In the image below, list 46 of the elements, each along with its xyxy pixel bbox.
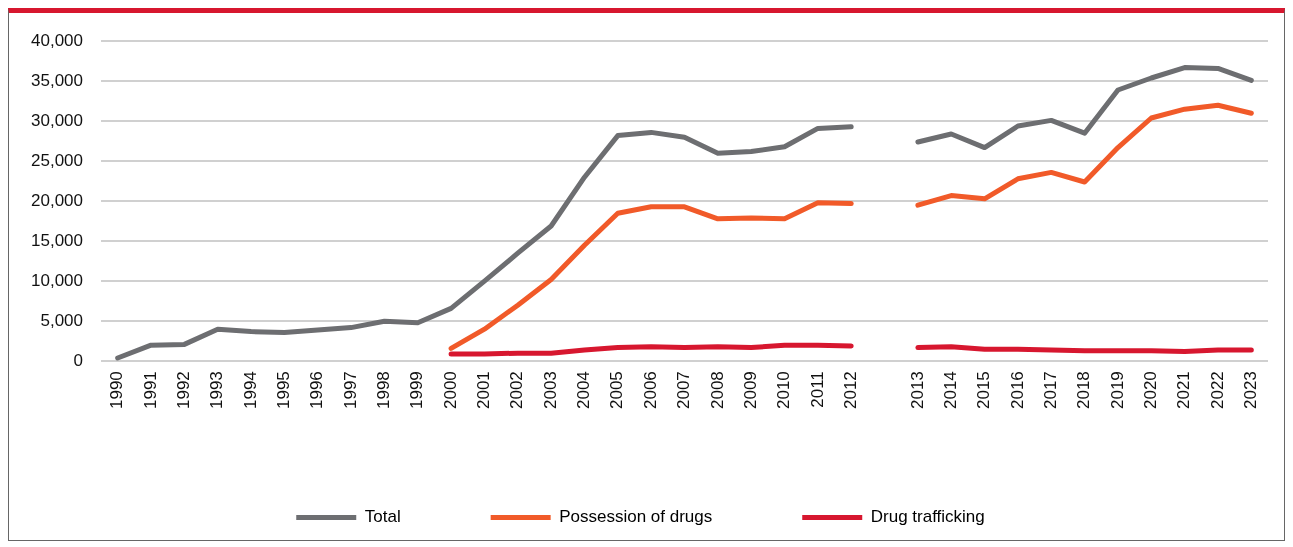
x-tick-label: 2005 bbox=[607, 371, 627, 410]
x-tick-label: 1997 bbox=[340, 371, 360, 410]
x-tick-label: 1998 bbox=[374, 371, 394, 410]
x-tick-label: 2006 bbox=[640, 371, 660, 410]
y-tick-label: 30,000 bbox=[31, 110, 83, 130]
x-tick-label: 2007 bbox=[674, 371, 694, 410]
x-tick-label: 1996 bbox=[307, 371, 327, 410]
y-tick-label: 5,000 bbox=[40, 310, 83, 330]
y-tick-label: 40,000 bbox=[31, 30, 83, 50]
legend-label: Total bbox=[364, 507, 401, 527]
x-tick-label: 2010 bbox=[774, 371, 794, 410]
x-tick-label: 2000 bbox=[440, 371, 460, 410]
x-tick-label: 2016 bbox=[1007, 371, 1027, 410]
x-tick-label: 2018 bbox=[1074, 371, 1094, 410]
x-tick-label: 1994 bbox=[240, 371, 260, 410]
y-tick-label: 20,000 bbox=[31, 190, 83, 210]
x-tick-label: 2015 bbox=[974, 371, 994, 410]
x-tick-label: 2019 bbox=[1107, 371, 1127, 410]
legend-label: Drug trafficking bbox=[870, 507, 985, 527]
x-tick-label: 1993 bbox=[207, 371, 227, 410]
x-tick-label: 2002 bbox=[507, 371, 527, 410]
y-tick-label: 15,000 bbox=[31, 230, 83, 250]
y-tick-label: 0 bbox=[73, 350, 83, 370]
x-tick-label: 2008 bbox=[707, 371, 727, 410]
x-tick-label: 2023 bbox=[1241, 371, 1261, 410]
y-tick-label: 25,000 bbox=[31, 150, 83, 170]
x-tick-label: 2011 bbox=[807, 371, 827, 408]
x-tick-label: 2014 bbox=[940, 371, 960, 410]
x-tick-label: 1995 bbox=[274, 371, 294, 410]
x-tick-label: 2020 bbox=[1140, 371, 1160, 410]
x-tick-label: 2009 bbox=[740, 371, 760, 410]
x-tick-label: 2021 bbox=[1174, 371, 1194, 410]
x-tick-label: 1991 bbox=[140, 371, 160, 410]
y-tick-label: 35,000 bbox=[31, 70, 83, 90]
legend-label: Possession of drugs bbox=[559, 507, 713, 527]
x-tick-label: 1992 bbox=[174, 371, 194, 410]
x-tick-label: 1999 bbox=[407, 371, 427, 410]
x-tick-label: 2017 bbox=[1040, 371, 1060, 410]
x-tick-label: 2001 bbox=[474, 371, 494, 410]
y-tick-label: 10,000 bbox=[31, 270, 83, 290]
x-tick-label: 2022 bbox=[1207, 371, 1227, 410]
x-tick-label: 1990 bbox=[107, 371, 127, 410]
x-tick-label: 2012 bbox=[840, 371, 860, 410]
x-tick-label: 2004 bbox=[574, 371, 594, 410]
x-tick-label: 2003 bbox=[540, 371, 560, 410]
x-tick-label: 2013 bbox=[907, 371, 927, 410]
